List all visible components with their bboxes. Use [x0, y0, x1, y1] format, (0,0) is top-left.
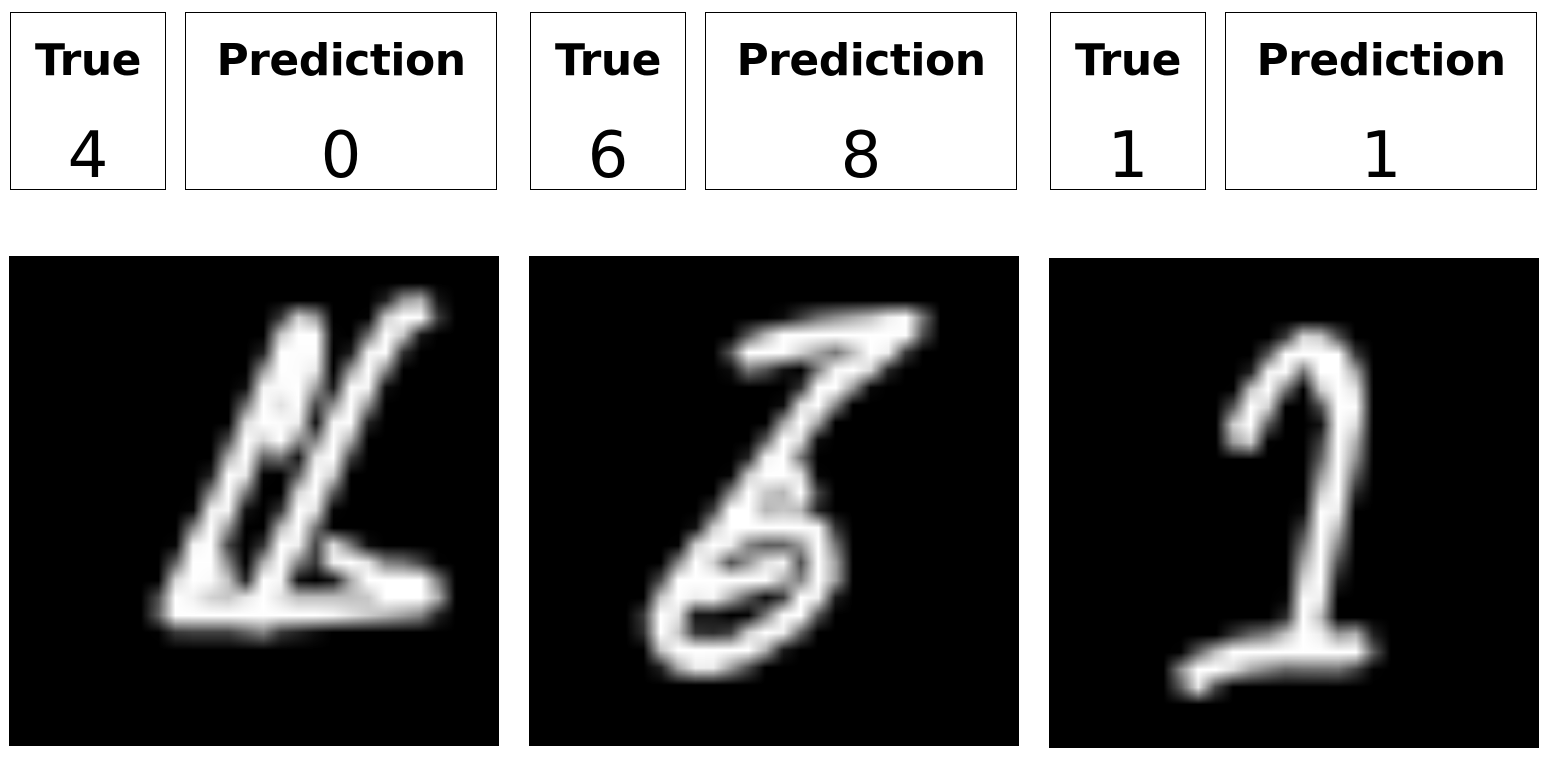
prediction-label-box-2: Prediction 8	[705, 12, 1017, 193]
prediction-header-1: Prediction	[216, 35, 466, 86]
digit-image-3	[1049, 258, 1539, 748]
prediction-value-2: 8	[840, 119, 882, 193]
prediction-header-2: Prediction	[736, 35, 986, 86]
prediction-value-3: 1	[1360, 119, 1402, 193]
true-label-box-3: True 1	[1050, 12, 1206, 193]
prediction-label-box-3: Prediction 1	[1225, 12, 1537, 193]
prediction-value-1: 0	[320, 119, 362, 193]
true-value-3: 1	[1107, 119, 1149, 193]
true-value-1: 4	[67, 119, 109, 193]
prediction-label-box-1: Prediction 0	[185, 12, 497, 193]
handwritten-digit-4-icon	[9, 256, 499, 746]
true-header-2: True	[554, 35, 662, 86]
digit-image-1	[9, 256, 499, 746]
true-value-2: 6	[587, 119, 629, 193]
handwritten-digit-6-icon	[529, 256, 1019, 746]
true-header-3: True	[1074, 35, 1182, 86]
true-header-1: True	[34, 35, 142, 86]
true-label-box-2: True 6	[530, 12, 686, 193]
true-label-box-1: True 4	[10, 12, 166, 193]
prediction-header-3: Prediction	[1256, 35, 1506, 86]
digit-image-2	[529, 256, 1019, 746]
handwritten-digit-1-icon	[1049, 258, 1539, 748]
